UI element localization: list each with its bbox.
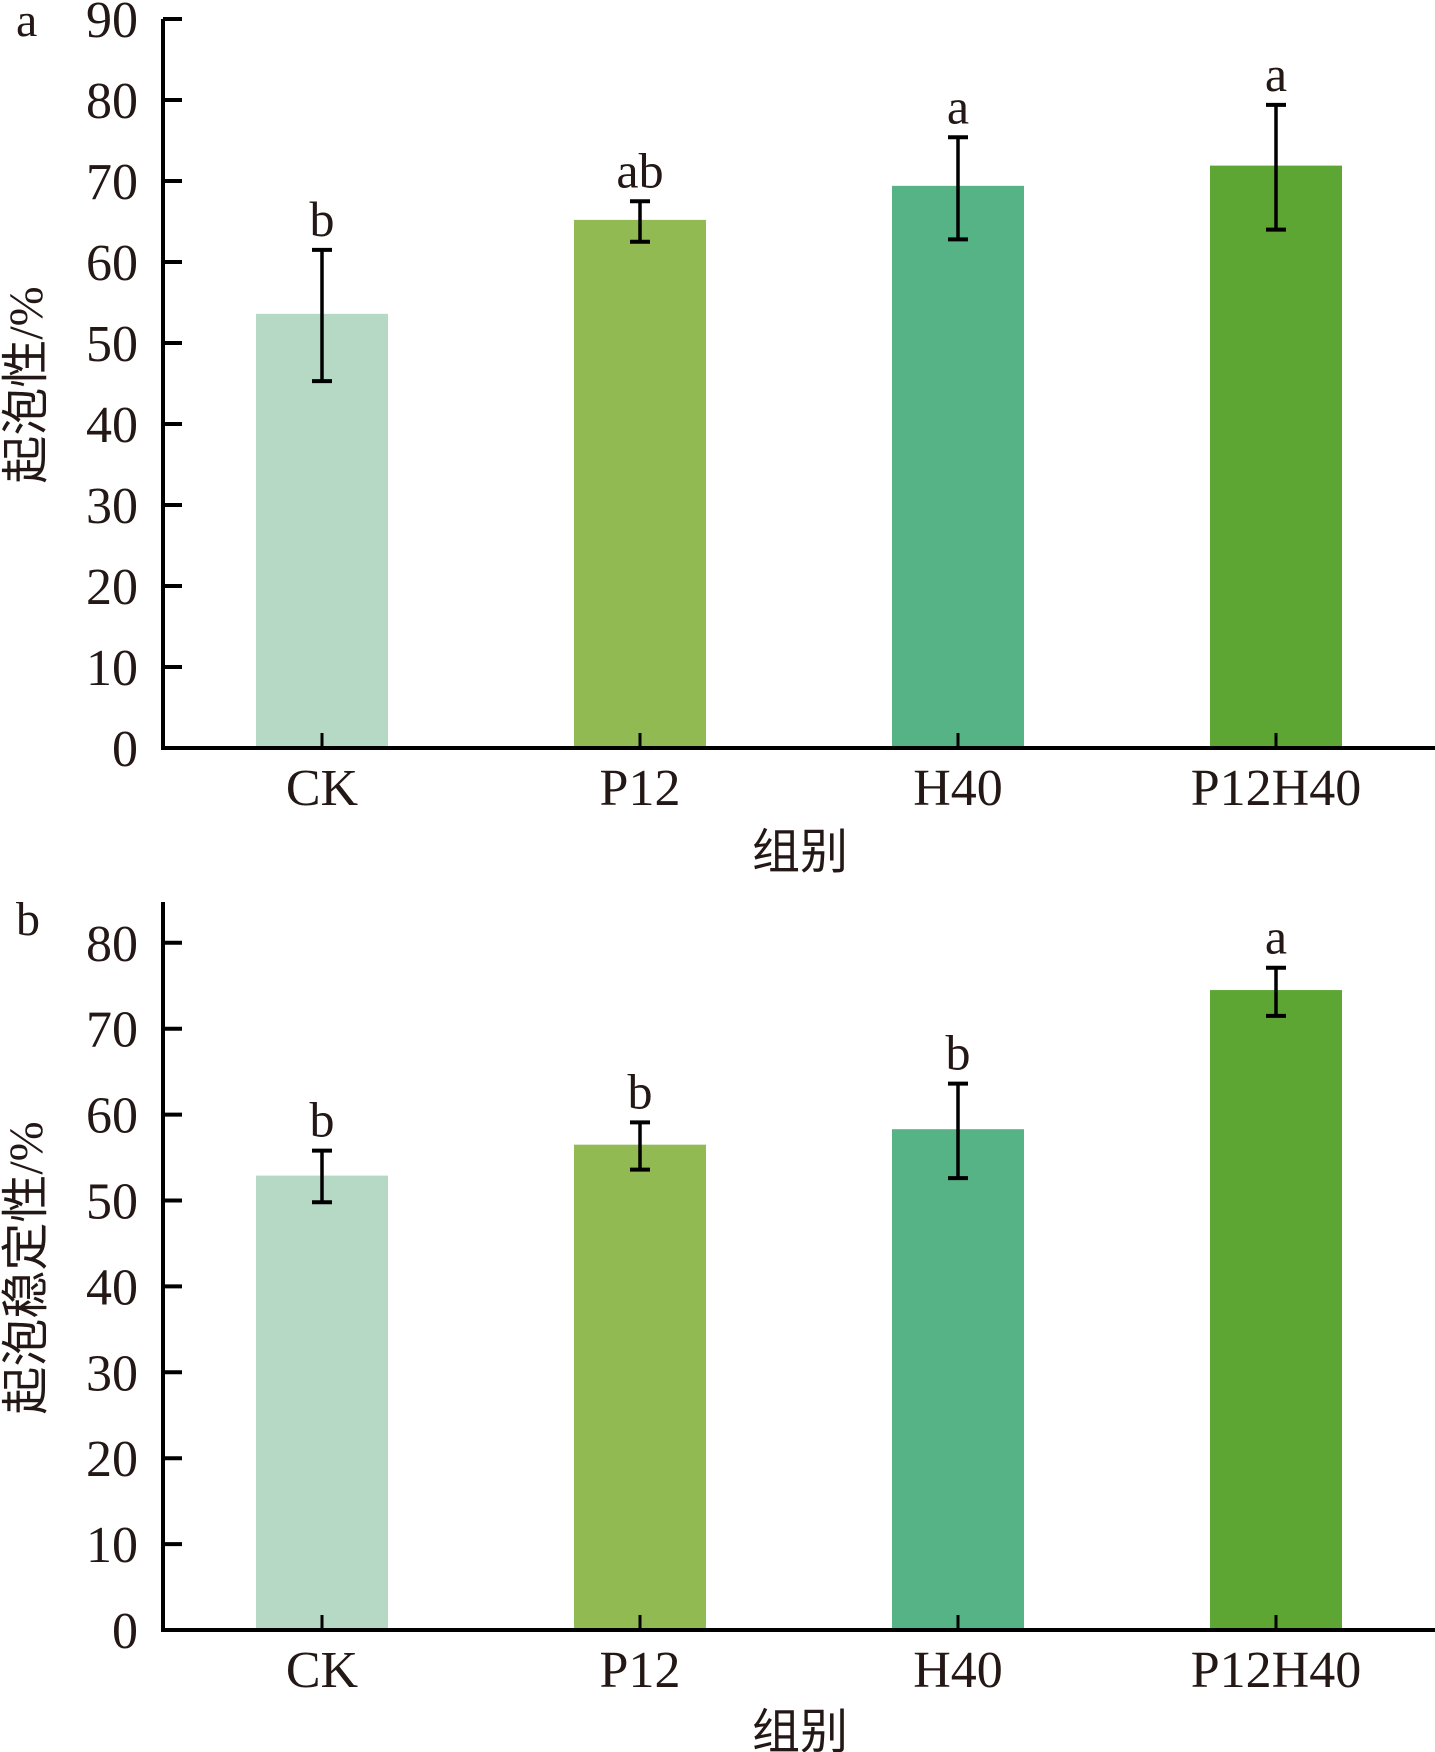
significance-label: ab bbox=[616, 142, 663, 198]
x-tick-label-ck: CK bbox=[286, 760, 359, 817]
y-axis-title-b: 起泡稳定性/% bbox=[0, 1121, 53, 1414]
y-tick-label: 70 bbox=[86, 154, 138, 211]
significance-label: a bbox=[1265, 46, 1287, 102]
y-tick-label: 50 bbox=[86, 1174, 138, 1231]
x-tick-label-p12h40: P12H40 bbox=[1191, 760, 1361, 817]
y-tick-label: 10 bbox=[86, 640, 138, 697]
y-tick-label: 70 bbox=[86, 1002, 138, 1059]
bar-p12h40 bbox=[1210, 990, 1342, 1630]
y-tick-label: 30 bbox=[86, 478, 138, 535]
significance-label: a bbox=[947, 78, 969, 134]
y-tick-label: 60 bbox=[86, 1088, 138, 1145]
significance-label: b bbox=[310, 191, 335, 247]
x-tick-label-p12: P12 bbox=[600, 1642, 681, 1699]
y-tick-label: 80 bbox=[86, 73, 138, 130]
x-tick-label-h40: H40 bbox=[913, 760, 1003, 817]
bar-ck bbox=[256, 1175, 388, 1630]
bar-ck bbox=[256, 313, 388, 748]
y-tick-label: 90 bbox=[86, 0, 138, 49]
x-tick-label-ck: CK bbox=[286, 1642, 359, 1699]
significance-label: a bbox=[1265, 909, 1287, 965]
bar-h40 bbox=[892, 1129, 1024, 1630]
x-axis-title-b: 组别 bbox=[752, 1706, 848, 1752]
y-tick-label: 20 bbox=[86, 559, 138, 616]
x-tick-label-p12h40: P12H40 bbox=[1191, 1642, 1361, 1699]
y-tick-label: 50 bbox=[86, 316, 138, 373]
y-tick-label: 0 bbox=[112, 1603, 138, 1660]
x-tick-label-p12: P12 bbox=[600, 760, 681, 817]
panel-label-b: b bbox=[16, 893, 40, 946]
y-tick-label: 0 bbox=[112, 721, 138, 778]
significance-label: b bbox=[310, 1092, 335, 1148]
significance-label: b bbox=[946, 1025, 971, 1081]
bar-h40 bbox=[892, 185, 1024, 749]
bar-p12h40 bbox=[1210, 165, 1342, 749]
y-tick-label: 40 bbox=[86, 1259, 138, 1316]
y-axis-title-a: 起泡性/% bbox=[0, 286, 53, 483]
significance-label: b bbox=[628, 1063, 653, 1119]
y-tick-label: 30 bbox=[86, 1345, 138, 1402]
y-tick-label: 40 bbox=[86, 397, 138, 454]
y-tick-label: 10 bbox=[86, 1517, 138, 1574]
bar-p12 bbox=[574, 1144, 706, 1630]
bar-p12 bbox=[574, 219, 706, 748]
x-axis-title-a: 组别 bbox=[752, 826, 848, 879]
y-tick-label: 20 bbox=[86, 1431, 138, 1488]
panel-label-a: a bbox=[16, 0, 37, 47]
x-tick-label-h40: H40 bbox=[913, 1642, 1003, 1699]
y-tick-label: 60 bbox=[86, 235, 138, 292]
y-tick-label: 80 bbox=[86, 916, 138, 973]
